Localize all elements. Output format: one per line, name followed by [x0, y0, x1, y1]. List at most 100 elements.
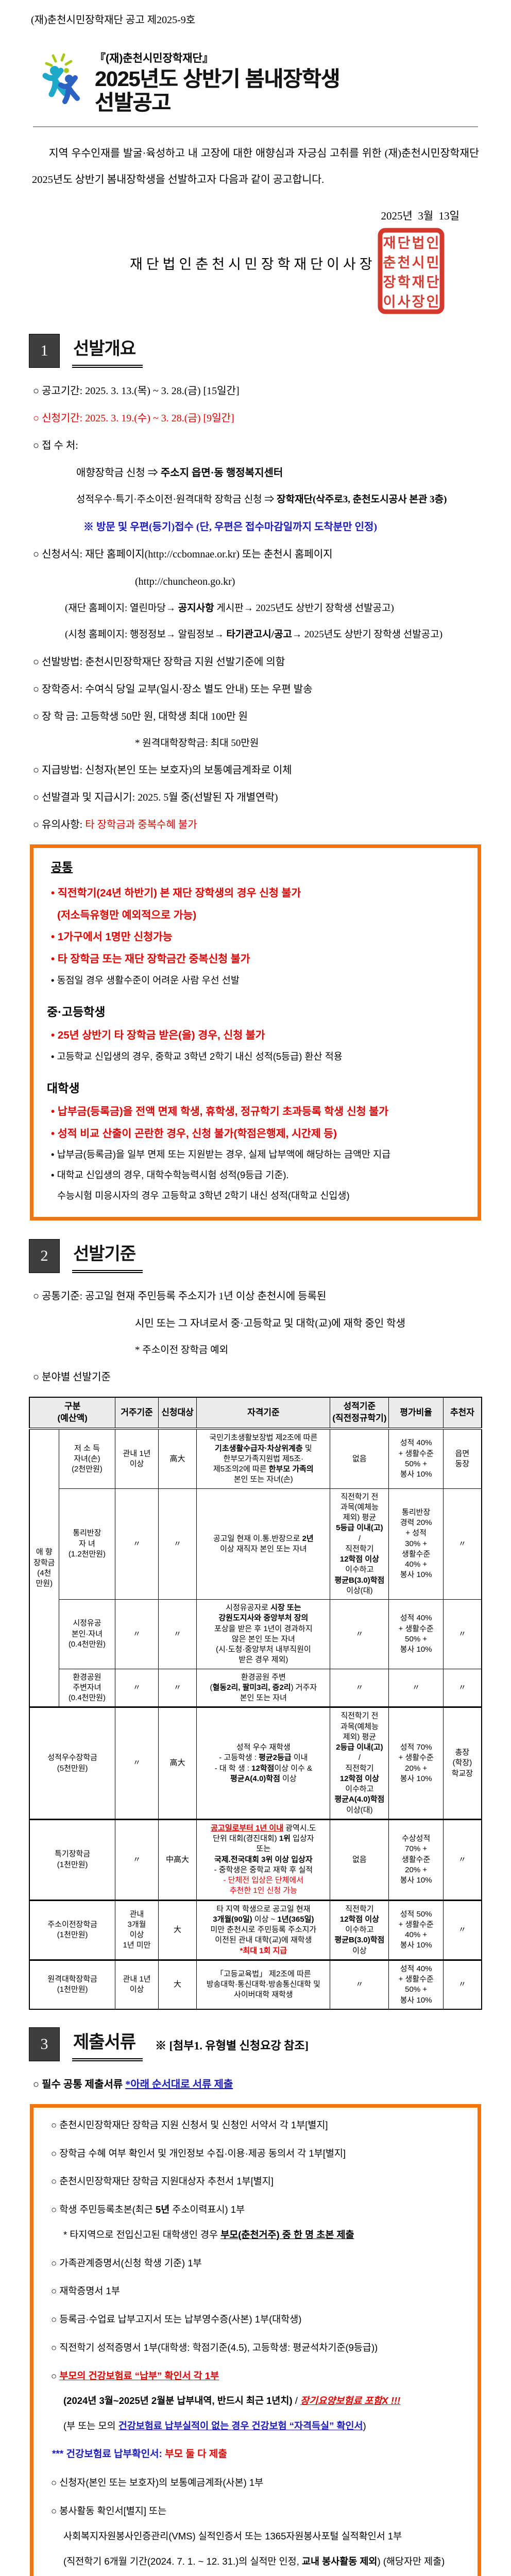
seal-character: 인 — [427, 235, 439, 251]
text-segment: 성적 우수 재학생 — [236, 1743, 291, 1752]
text-segment: 관내 1년 — [123, 1449, 151, 1458]
section-3-header: 3 제출서류 ※ [첨부1. 유형별 신청요강 참조] — [29, 2027, 482, 2061]
text-segment: 미만 춘천시로 주민등록 주소지가 — [210, 1925, 317, 1935]
table-cell: 高大 — [158, 1706, 197, 1820]
text-segment: 한부모 가족의 — [268, 1465, 314, 1474]
table-cell: 〃 — [442, 1668, 482, 1708]
text-segment: ○ 등록금·수업료 납부고지서 또는 납부영수증(사본) 1부(대학생) — [51, 2314, 302, 2325]
text-segment: 시민 또는 그 자녀로서 중·고등학교 및 대학(교)에 재학 중인 학생 — [135, 1317, 405, 1329]
text-segment: 혈동2리, 팔미3리, 증2리 — [212, 1683, 291, 1692]
required-documents-box: ○ 춘천시민장학재단 장학금 지원 신청서 및 신청인 서약서 각 1부[별지]… — [30, 2104, 481, 2576]
text-line: 애향장학금 신청 ⇒ 주소지 읍면·동 행정복지센터 — [76, 465, 482, 481]
text-segment: 포상을 받은 후 1년이 경과하지 — [214, 1624, 313, 1633]
table-cell: 성적 70% + 생활수준 20% + 봉사 10% — [388, 1706, 444, 1820]
text-segment: ○ 신청자(본인 또는 보호자)의 보통예금계좌(사본) 1부 — [51, 2477, 264, 2488]
table-cell: 통리반장 자 녀 (1.2천만원) — [58, 1488, 116, 1600]
text-segment: (직전학기 6개월 기간(2024. 7. 1. ~ 12. 31.)의 실적만… — [63, 2555, 302, 2567]
text-segment: 〃 — [133, 1539, 141, 1548]
text-segment: 성적 70% — [400, 1743, 432, 1752]
text-segment: 시장 또는 — [270, 1603, 301, 1613]
text-segment: 이상 — [129, 1985, 144, 1994]
text-segment: 〃 — [458, 1925, 466, 1935]
text-segment: 12학점 — [251, 1764, 275, 1773]
text-segment: * 원격대학장학금: 최대 50만원 — [135, 737, 259, 749]
table-cell: 성적 50% + 생활수준 40% + 봉사 10% — [388, 1899, 444, 1960]
section-1-badge: 1 — [29, 334, 60, 368]
table-cell: 주소이전장학금 (1천만원) — [29, 1899, 116, 1960]
section-1-title: 선발개요 — [72, 334, 143, 368]
table-header-cell: 신청대상 — [158, 1397, 197, 1430]
text-segment: 제5조의2에 따른 — [213, 1465, 269, 1474]
text-segment: 및 한부모가족지원법 제5조· — [223, 1444, 312, 1463]
text-line: ○ 신청자(본인 또는 보호자)의 보통예금계좌(사본) 1부 — [51, 2476, 464, 2490]
text-line: ※ 방문 및 우편(등기)접수 (단, 우편은 접수마감일까지 도착분만 인정) — [83, 519, 482, 535]
seal-character: 인 — [427, 294, 439, 310]
text-segment: 읍면 — [455, 1449, 470, 1458]
seal-character: 학 — [398, 275, 411, 290]
selection-criteria-table: 구분 (예산액) 거주기준 신청대상 자격기준 성적기준 (직전정규학기) 평가비율 추천자 애 … — [29, 1397, 482, 2010]
text-segment: 5등급 이내(고) — [336, 1523, 383, 1533]
text-segment: / — [358, 1534, 361, 1543]
table-cell: 읍면 동장 — [442, 1428, 482, 1489]
table-cell: 타 지역 학생으로 공고일 현재 3개월(90일) 이상 ~ 1년(365일) 미만… — [196, 1899, 331, 1960]
text-segment: 주소이력표시) 1부 — [169, 2204, 245, 2215]
text-segment: 〃 — [412, 1683, 420, 1692]
text-segment: 본인 또는 자녀(손) — [233, 1475, 293, 1484]
text-line: 중·고등학생 — [47, 1003, 464, 1021]
text-segment: 12학점 이상 — [339, 1914, 379, 1924]
text-segment: ○ 분야별 선발기준 — [33, 1371, 111, 1383]
text-segment: 50% + — [405, 1634, 428, 1643]
text-segment: 평균2등급 — [259, 1753, 292, 1762]
text-line: ○ 봉사활동 확인서[별지] 또는 — [51, 2504, 464, 2518]
text-segment: 이상 — [129, 1930, 144, 1940]
text-segment: (2024년 3월~2025년 2월분 납부내역, 반드시 최근 1년치) — [63, 2395, 293, 2406]
text-segment: 애 향 — [36, 1548, 53, 1557]
section-2-badge: 2 — [29, 1239, 60, 1273]
table-cell: 〃 — [115, 1706, 159, 1820]
text-segment: ○ 장 학 금: 고등학생 50만 원, 대학생 최대 100만 원 — [33, 710, 248, 722]
table-row: 특기장학금 (1천만원) 〃 中高大 공고일로부터 1년 이내 광역시.도 단위 대회(경… — [29, 1818, 482, 1901]
text-segment: 과목(예체능 — [340, 1502, 379, 1512]
table-cell: 공고일로부터 1년 이내 광역시.도 단위 대회(경진대회) 1위 입상자 또는 국제… — [196, 1818, 331, 1901]
section-2-title: 선발기준 — [72, 1240, 143, 1273]
text-segment: (http://chuncheon.go.kr) — [135, 575, 235, 587]
seal-character: 재 — [412, 275, 425, 290]
text-segment: 거주기준 — [121, 1407, 153, 1417]
text-line: ○ 부모의 건강보험료 “납부” 확인서 각 1부 — [51, 2369, 464, 2383]
text-line: * 타지역으로 전입신고된 대학생인 경우 부모(춘천거주) 중 한 명 초본 … — [63, 2228, 464, 2242]
text-segment: (예산액) — [57, 1413, 88, 1423]
text-segment: 기초생활수급자·차상위계층 — [215, 1444, 303, 1453]
text-segment: ○ 필수 공통 제출서류 — [33, 2078, 126, 2090]
text-line: • 납부금(등록금)을 전액 면제 학생, 휴학생, 정규학기 초과등록 학생 … — [51, 1104, 464, 1120]
table-cell: 시정유공자로 시장 또는 강원도지사와 중앙부처 장의 포상을 받은 후 1년이 경… — [196, 1599, 331, 1669]
text-line: ○ 선발방법: 춘천시민장학재단 장학금 지원 선발기준에 의함 — [33, 654, 482, 670]
text-segment: ○ 춘천시민장학재단 장학금 지원 신청서 및 신청인 서약서 각 1부[별지] — [51, 2119, 328, 2130]
text-segment: 부모 둘 다 제출 — [165, 2448, 227, 2460]
text-segment: 직전학기 — [345, 1904, 374, 1913]
text-line: ○ 지급방법: 신청자(본인 또는 보호자)의 보통예금계좌로 이체 — [33, 762, 482, 778]
text-segment: 〃 — [174, 1683, 182, 1692]
table-cell: 성적우수장학금 (5천만원) — [29, 1706, 116, 1820]
text-segment: 공고일 현재 이.통.반장으로 — [213, 1534, 302, 1543]
table-cell: 「고등교육법」 제2조에 따른 방송대학·통신대학·방송통신대학 및 사이버대학 재… — [196, 1959, 331, 2010]
red-seal-icon: 재 단 법 인춘 천 시 민장 학 재 단이 사 장 인 — [378, 228, 445, 314]
text-segment: ○ 신청서식: 재단 홈페이지(http://ccbomnae.or.kr) 또… — [33, 548, 333, 560]
text-line: ○ 선발결과 및 지급시기: 2025. 5월 중(선발된 자 개별연락) — [33, 790, 482, 805]
table-row: 애 향 장학금 (4천 만원) 저 소 득 자녀(손) (2천만원) 관내 1년 이상 高大 국민기… — [29, 1428, 482, 1708]
table-row: 통리반장 자 녀 (1.2천만원) 〃 〃 공고일 현재 이.통.반장으로 2년 이상 재직… — [29, 1488, 482, 1600]
text-line: ○ 접 수 처: — [33, 438, 482, 453]
text-segment: 부모(춘천거주) 중 한 명 초본 제출 — [220, 2229, 354, 2240]
text-segment: + 생활수준 — [398, 1753, 434, 1762]
seal-character: 재 — [383, 235, 396, 251]
text-segment: 봉사 10% — [400, 1570, 432, 1580]
text-segment: 〃 — [458, 1855, 466, 1864]
text-line: ○ 유의사항: 타 장학금과 중복수혜 불가 — [33, 817, 482, 833]
text-segment: 20% + — [405, 1865, 428, 1874]
table-header-cell: 구분 (예산액) — [29, 1397, 116, 1430]
table-cell: 관내 1년 이상 — [115, 1959, 159, 2010]
text-segment: 〃 — [458, 1683, 466, 1692]
people-sparkle-icon — [42, 53, 80, 104]
text-segment: ○ 학생 주민등록초본(최근 — [51, 2204, 156, 2215]
